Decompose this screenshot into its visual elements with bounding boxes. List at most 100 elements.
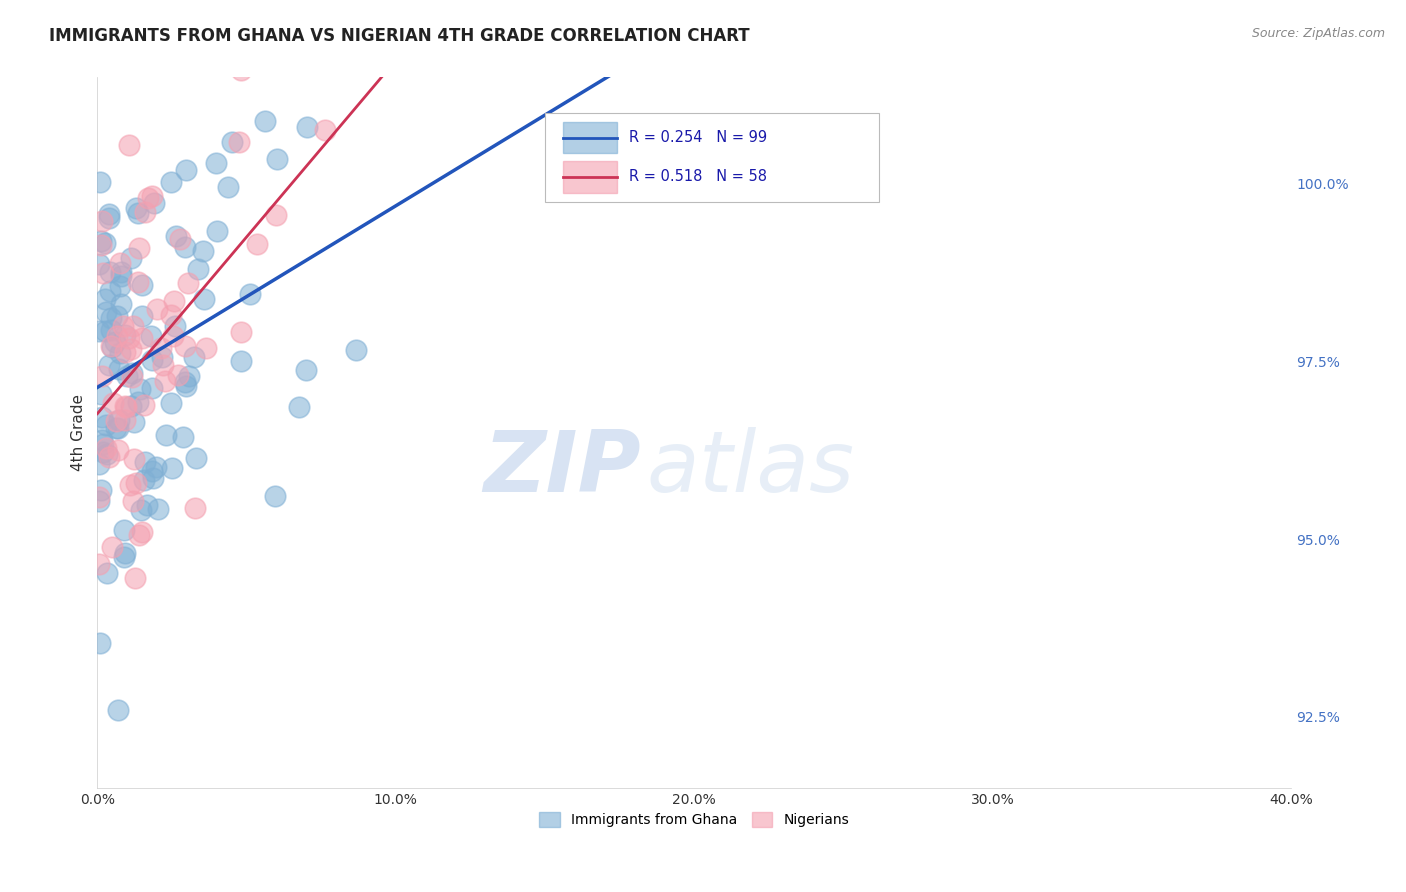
Point (176, 163, 198, 178)
Point (295, 362, 318, 376)
Point (108, 346, 131, 360)
Point (89, 457, 111, 471)
Text: ZIP: ZIP (484, 426, 641, 509)
Point (114, 546, 136, 560)
FancyBboxPatch shape (562, 122, 617, 153)
Point (124, 201, 146, 215)
Point (183, 350, 205, 364)
Point (120, 478, 142, 492)
Point (87, 325, 110, 339)
Point (131, 277, 153, 292)
Point (100, 265, 122, 279)
Point (96, 305, 118, 319)
Point (142, 196, 165, 211)
Point (159, 175, 181, 189)
Point (87, 490, 110, 504)
Point (110, 296, 132, 310)
Point (174, 379, 197, 393)
Point (107, 703, 129, 717)
Point (179, 368, 201, 383)
Point (110, 268, 132, 283)
Legend: Immigrants from Ghana, Nigerians: Immigrants from Ghana, Nigerians (533, 805, 856, 834)
Point (127, 275, 149, 289)
Point (96, 566, 118, 581)
Point (155, 374, 177, 388)
Point (229, 63, 252, 78)
Point (228, 135, 250, 149)
Point (105, 414, 128, 428)
Point (118, 331, 141, 345)
FancyBboxPatch shape (546, 113, 879, 202)
Point (132, 399, 155, 413)
Point (89, 636, 111, 650)
Point (96, 447, 118, 461)
Point (246, 237, 269, 252)
Point (172, 429, 194, 443)
Point (121, 366, 143, 380)
Point (112, 549, 135, 564)
Point (127, 206, 149, 220)
Point (114, 413, 136, 427)
Point (91, 266, 114, 280)
Point (105, 310, 128, 324)
Point (91, 433, 114, 447)
Point (108, 361, 131, 376)
Point (132, 473, 155, 487)
Point (131, 525, 153, 540)
Point (155, 428, 177, 442)
Point (105, 329, 128, 343)
Point (152, 358, 174, 372)
Point (122, 318, 145, 333)
Point (120, 399, 142, 413)
Point (98, 359, 121, 373)
Point (89, 175, 111, 189)
Point (98, 211, 121, 225)
Point (167, 368, 190, 382)
Point (229, 325, 252, 339)
Point (169, 232, 191, 246)
Point (174, 240, 197, 254)
Point (91, 410, 114, 425)
Point (136, 191, 159, 205)
Point (146, 501, 169, 516)
Point (131, 331, 153, 345)
Point (87, 557, 110, 571)
Point (173, 339, 195, 353)
Point (141, 381, 163, 395)
Point (129, 503, 152, 517)
Point (91, 214, 114, 228)
Point (98, 450, 121, 465)
Point (100, 340, 122, 354)
Point (93, 437, 115, 451)
Point (93, 235, 115, 250)
Point (145, 459, 167, 474)
Point (128, 528, 150, 542)
Point (266, 208, 288, 222)
Point (142, 471, 165, 485)
Point (104, 334, 127, 349)
Point (122, 451, 145, 466)
Text: R = 0.518   N = 58: R = 0.518 N = 58 (628, 169, 766, 185)
Point (134, 455, 156, 469)
Point (238, 287, 260, 301)
FancyBboxPatch shape (562, 161, 617, 193)
Point (90, 238, 112, 252)
Point (287, 401, 309, 415)
Point (163, 293, 186, 308)
Point (87, 257, 110, 271)
Point (295, 120, 318, 134)
Point (122, 415, 145, 429)
Point (344, 343, 367, 358)
Point (160, 396, 183, 410)
Y-axis label: 4th Grade: 4th Grade (72, 394, 86, 471)
Point (184, 451, 207, 466)
Point (124, 571, 146, 585)
Point (90, 235, 112, 249)
Point (90, 387, 112, 401)
Point (96, 418, 118, 433)
Point (114, 345, 136, 359)
Point (127, 395, 149, 409)
Point (150, 350, 173, 364)
Point (160, 309, 183, 323)
Point (191, 244, 214, 259)
